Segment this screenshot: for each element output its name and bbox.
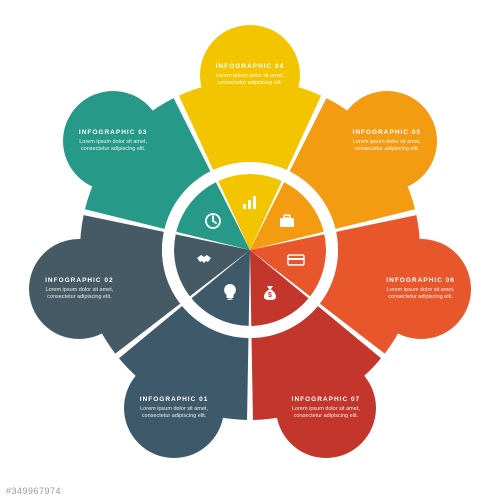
info-bubble-4: INFOGRAPHIC 04 Lorem ipsum dolor sit amet… xyxy=(200,25,300,125)
info-bubble-1: INFOGRAPHIC 01 Lorem ipsum dolor sit amet… xyxy=(124,358,224,458)
segment-number-6: 6 xyxy=(345,263,365,284)
svg-text:$: $ xyxy=(268,292,272,299)
bubble-title-3: INFOGRAPHIC 03 xyxy=(79,129,148,136)
money-bag-icon: $ xyxy=(261,283,279,301)
handshake-icon xyxy=(195,251,213,269)
creditcard-icon xyxy=(287,251,305,269)
bubble-title-2: INFOGRAPHIC 02 xyxy=(45,277,114,284)
bubble-body-7: Lorem ipsum dolor sit amet, consectetur … xyxy=(286,406,366,420)
briefcase-icon xyxy=(278,212,296,230)
bubble-title-6: INFOGRAPHIC 06 xyxy=(386,277,455,284)
clock-icon xyxy=(204,212,222,230)
bubble-title-5: INFOGRAPHIC 05 xyxy=(353,129,422,136)
bubble-body-1: Lorem ipsum dolor sit amet, consectetur … xyxy=(134,406,214,420)
segment-number-1: 1 xyxy=(193,336,213,357)
bubble-body-5: Lorem ipsum dolor sit amet, consectetur … xyxy=(347,139,427,153)
bubble-body-2: Lorem ipsum dolor sit amet, consectetur … xyxy=(39,287,119,301)
info-bubble-5: INFOGRAPHIC 05 Lorem ipsum dolor sit amet… xyxy=(337,91,437,191)
info-bubble-6: INFOGRAPHIC 06 Lorem ipsum dolor sit amet… xyxy=(371,239,471,339)
bubble-title-1: INFOGRAPHIC 01 xyxy=(140,396,209,403)
watermark-text: #349967974 xyxy=(6,486,61,496)
info-bubble-2: INFOGRAPHIC 02 Lorem ipsum dolor sit amet… xyxy=(29,239,129,339)
info-bubble-3: INFOGRAPHIC 03 Lorem ipsum dolor sit amet… xyxy=(63,91,163,191)
bubble-title-4: INFOGRAPHIC 04 xyxy=(216,63,285,70)
lightbulb-icon xyxy=(221,283,239,301)
segment-number-4: 4 xyxy=(240,131,260,152)
segment-number-3: 3 xyxy=(156,172,176,193)
bar-chart-icon xyxy=(241,194,259,212)
infographic-stage: $ #349967974 1 INFOGRAPHIC 01 Lorem ipsum … xyxy=(0,0,500,500)
bubble-title-7: INFOGRAPHIC 07 xyxy=(292,396,361,403)
segment-number-7: 7 xyxy=(287,336,307,357)
bubble-body-6: Lorem ipsum dolor sit amet, consectetur … xyxy=(381,287,461,301)
segment-number-2: 2 xyxy=(135,263,155,284)
segment-number-5: 5 xyxy=(324,172,344,193)
info-bubble-7: INFOGRAPHIC 07 Lorem ipsum dolor sit amet… xyxy=(276,358,376,458)
bubble-body-4: Lorem ipsum dolor sit amet, consectetur … xyxy=(210,73,290,87)
bubble-body-3: Lorem ipsum dolor sit amet, consectetur … xyxy=(73,139,153,153)
